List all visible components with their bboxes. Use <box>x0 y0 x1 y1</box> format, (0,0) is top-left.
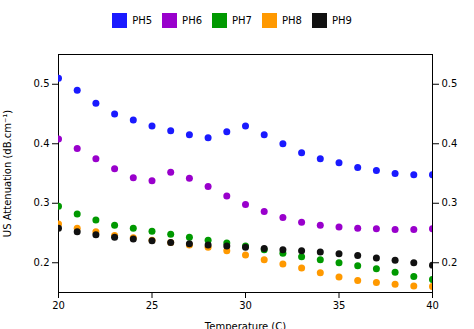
svg-text:0.2: 0.2 <box>34 257 50 268</box>
html-text:PH9: PH9 <box>331 15 352 26</box>
svg-text:20: 20 <box>52 300 65 311</box>
svg-text:US Attenuation (dB.cm⁻¹): US Attenuation (dB.cm⁻¹) <box>2 110 13 237</box>
svg-text:0.2: 0.2 <box>442 257 458 268</box>
svg-text:25: 25 <box>146 300 159 311</box>
svg-text:0.3: 0.3 <box>34 197 50 208</box>
svg-text:35: 35 <box>333 300 346 311</box>
svg-text:0.4: 0.4 <box>442 138 458 149</box>
html-text:PH7: PH7 <box>232 15 252 26</box>
svg-text:30: 30 <box>239 300 252 311</box>
svg-text:Temperature (C): Temperature (C) <box>204 321 286 329</box>
html-text:PH6: PH6 <box>182 15 202 26</box>
svg-text:0.5: 0.5 <box>34 78 50 89</box>
svg-text:40: 40 <box>426 300 439 311</box>
svg-text:0.4: 0.4 <box>34 138 50 149</box>
svg-text:0.3: 0.3 <box>442 197 458 208</box>
svg-text:0.5: 0.5 <box>442 78 458 89</box>
html-text:PH5: PH5 <box>132 15 153 26</box>
html-text:PH8: PH8 <box>282 15 302 26</box>
